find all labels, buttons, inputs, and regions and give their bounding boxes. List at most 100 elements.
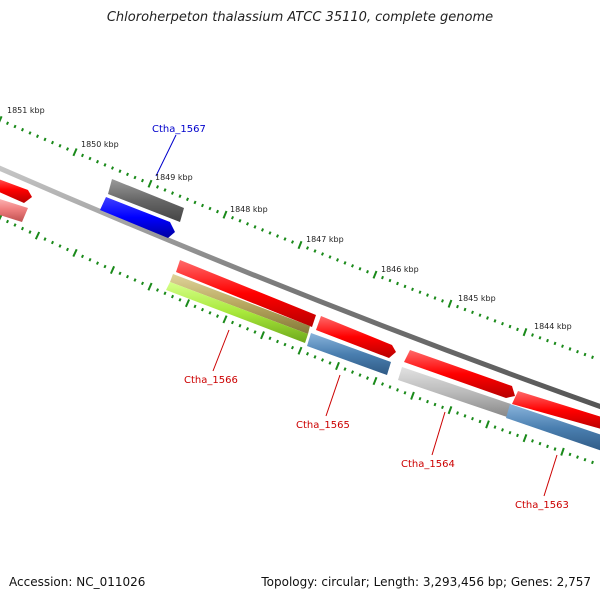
minor-tick [418, 396, 422, 401]
minor-tick [403, 391, 407, 395]
minor-tick [283, 342, 287, 347]
minor-tick [426, 399, 429, 404]
major-tick [0, 213, 3, 221]
minor-tick [426, 293, 429, 297]
cds-arrow-ctha-1563 [512, 391, 600, 429]
forward-strand-features [0, 179, 600, 429]
minor-tick [343, 367, 347, 371]
minor-tick [125, 274, 130, 279]
minor-tick [193, 304, 197, 309]
minor-tick [366, 270, 369, 274]
minor-tick [508, 430, 512, 435]
minor-tick [163, 188, 167, 192]
minor-tick [538, 441, 542, 446]
minor-tick [313, 355, 317, 359]
minor-tick [155, 288, 160, 292]
minor-tick [328, 361, 332, 365]
minor-tick [433, 402, 437, 407]
minor-tick [576, 349, 579, 354]
cds-arrow-ctha-1566 [176, 260, 316, 327]
tick-label: 1845 kbp [458, 294, 496, 303]
minor-tick [5, 121, 10, 126]
minor-tick [388, 278, 392, 283]
minor-tick [501, 428, 504, 432]
major-tick [34, 231, 41, 240]
minor-tick [568, 452, 572, 457]
minor-tick [245, 222, 250, 226]
light-grey-feature-ctha-1564 [398, 367, 511, 417]
major-tick [72, 148, 78, 157]
gene-label-ctha-1566: Ctha_1566 [184, 375, 238, 386]
minor-tick [118, 169, 122, 173]
major-tick [297, 346, 303, 355]
minor-tick [456, 411, 459, 415]
minor-tick [65, 147, 70, 151]
minor-tick [381, 275, 384, 280]
minor-tick [456, 304, 459, 309]
minor-tick [50, 240, 55, 245]
minor-tick [358, 267, 362, 271]
gene-callouts [155, 134, 558, 497]
minor-tick [388, 385, 392, 389]
map-title: Chloroherpeton thalassium ATCC 35110, co… [106, 10, 494, 25]
minor-tick [583, 457, 587, 462]
minor-tick [178, 298, 182, 302]
minor-tick [546, 444, 549, 449]
minor-tick [538, 336, 542, 340]
gene-label-ctha-1565: Ctha_1565 [296, 420, 350, 431]
minor-tick [95, 261, 100, 265]
gene-label-ctha-1564: Ctha_1564 [401, 459, 455, 470]
minor-tick [350, 370, 355, 374]
minor-tick [516, 433, 519, 438]
minor-tick [65, 247, 70, 252]
major-tick [372, 376, 378, 386]
minor-tick [501, 321, 504, 326]
minor-tick [170, 294, 175, 299]
minor-tick [433, 296, 437, 300]
tick-label: 1848 kbp [230, 205, 268, 214]
minor-tick [238, 323, 242, 328]
minor-tick [43, 237, 47, 241]
major-tick [147, 282, 153, 291]
minor-tick [418, 290, 422, 294]
minor-tick [155, 185, 160, 189]
minor-tick [358, 373, 362, 377]
minor-tick [591, 355, 594, 360]
minor-tick [20, 127, 25, 132]
minor-tick [275, 234, 280, 238]
minor-tick [230, 215, 235, 220]
minor-tick [275, 339, 280, 344]
lime-feature [166, 282, 308, 343]
minor-tick [576, 455, 579, 459]
minor-tick [208, 311, 212, 315]
minor-tick [170, 191, 175, 195]
minor-tick [185, 197, 190, 202]
gene-label-ctha-1563: Ctha_1563 [515, 500, 569, 511]
gene-ctha-1567-grey [108, 179, 184, 222]
minor-tick [80, 254, 85, 259]
minor-tick [531, 333, 534, 337]
minor-tick [215, 209, 220, 214]
minor-tick [13, 124, 17, 129]
genome-backbone [0, 165, 600, 410]
minor-tick [268, 336, 272, 341]
steel-feature-ctha-1563 [506, 404, 600, 451]
minor-tick [260, 228, 265, 232]
minor-tick [553, 341, 557, 346]
tick-label: 1851 kbp [7, 106, 45, 115]
minor-tick [163, 291, 167, 296]
minor-tick [103, 264, 107, 269]
minor-tick [305, 352, 310, 356]
minor-tick [215, 314, 220, 318]
major-tick [109, 265, 116, 275]
major-tick [522, 328, 528, 337]
minor-tick [380, 382, 385, 386]
major-tick [447, 406, 453, 415]
minor-tick [320, 252, 325, 256]
minor-tick [208, 206, 212, 211]
major-tick [522, 434, 528, 443]
minor-tick [28, 230, 32, 234]
major-tick [485, 420, 490, 429]
pink-feature [0, 199, 28, 222]
